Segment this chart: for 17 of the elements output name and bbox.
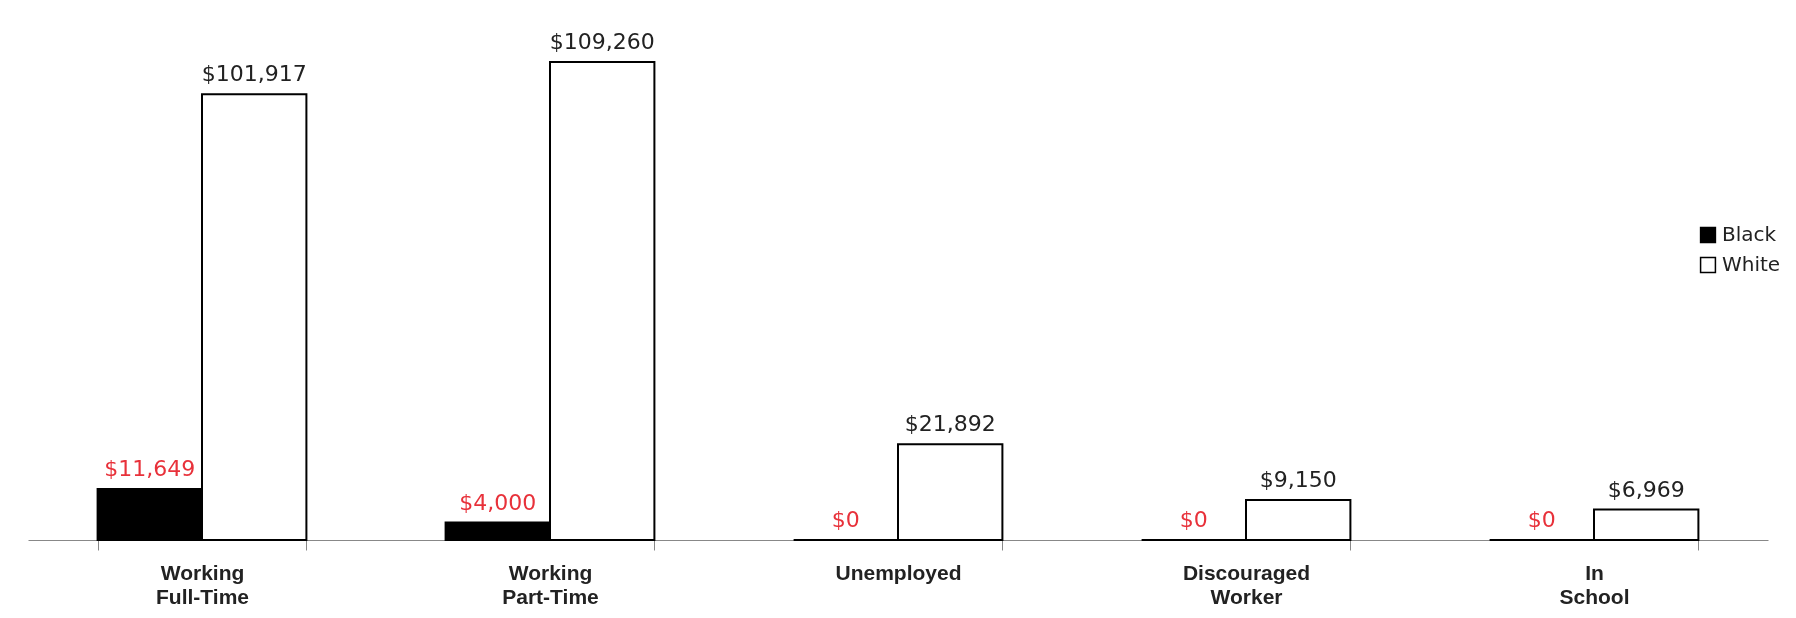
- data-label: $109,260: [549, 29, 655, 55]
- data-label: $6,969: [1607, 476, 1685, 502]
- legend-label: Black: [1722, 222, 1777, 246]
- data-label: $0: [1179, 507, 1208, 532]
- x-tick-label: Unemployed: [835, 560, 962, 584]
- data-label: $0: [1527, 507, 1556, 532]
- data-label: $21,892: [904, 411, 996, 437]
- data-label: $9,150: [1259, 466, 1337, 492]
- data-label: $4,000: [459, 489, 537, 515]
- x-tick-label: Discouraged Worker: [1182, 560, 1311, 608]
- data-label: $0: [831, 507, 860, 532]
- x-tick-label: Working Full-Time: [156, 560, 249, 608]
- x-tick-label: In School: [1559, 560, 1630, 608]
- data-label: $11,649: [104, 456, 196, 482]
- x-tick-label: Working Part-Time: [502, 560, 599, 608]
- legend-label: White: [1722, 252, 1781, 276]
- data-label: $101,917: [201, 61, 307, 87]
